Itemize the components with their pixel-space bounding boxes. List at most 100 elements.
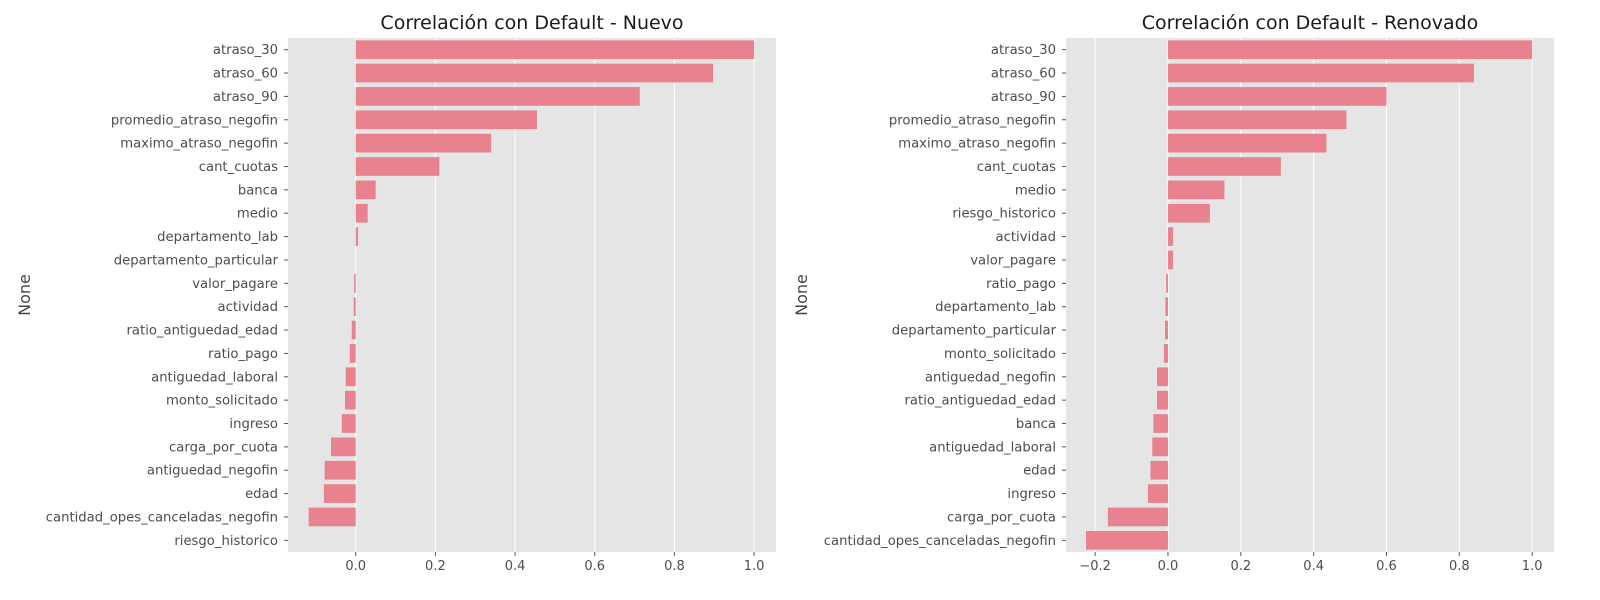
bar-renovado bbox=[1167, 157, 1281, 176]
category-label-renovado: antiguedad_laboral bbox=[929, 440, 1056, 455]
x-tick-label-nuevo: 0.8 bbox=[664, 559, 685, 574]
category-label-renovado: atraso_90 bbox=[991, 90, 1056, 105]
category-label-renovado: promedio_atraso_negofin bbox=[889, 113, 1056, 128]
x-tick-label-nuevo: 0.6 bbox=[584, 559, 605, 574]
category-label-nuevo: monto_solicitado bbox=[166, 394, 278, 409]
chart-title-nuevo: Correlación con Default - Nuevo bbox=[380, 12, 683, 34]
category-label-nuevo: departamento_particular bbox=[114, 253, 279, 268]
x-tick-label-renovado: 0.6 bbox=[1376, 559, 1397, 574]
bar-renovado bbox=[1086, 530, 1168, 550]
category-label-nuevo: antiguedad_laboral bbox=[151, 370, 278, 385]
bar-nuevo bbox=[355, 157, 440, 176]
category-label-renovado: ingreso bbox=[1007, 487, 1056, 502]
bar-nuevo bbox=[349, 344, 356, 363]
category-label-nuevo: cant_cuotas bbox=[199, 160, 278, 175]
bar-nuevo bbox=[353, 297, 356, 317]
bar-nuevo bbox=[355, 203, 368, 223]
chart-renovado: atraso_30 atraso_60 atraso_90 promedio_atra… bbox=[792, 12, 1554, 574]
y-axis-label-renovado: None bbox=[792, 274, 811, 316]
category-label-nuevo: riesgo_historico bbox=[174, 534, 278, 549]
category-label-renovado: riesgo_historico bbox=[952, 207, 1056, 222]
category-label-renovado: edad bbox=[1023, 464, 1056, 479]
category-label-renovado: antiguedad_negofin bbox=[925, 370, 1056, 385]
category-label-nuevo: antiguedad_negofin bbox=[147, 464, 278, 479]
x-tick-label-nuevo: 1.0 bbox=[744, 559, 765, 574]
category-label-nuevo: banca bbox=[238, 183, 278, 198]
category-label-nuevo: maximo_atraso_negofin bbox=[120, 137, 278, 152]
category-label-renovado: cant_cuotas bbox=[977, 160, 1056, 175]
x-tick-label-nuevo: 0.2 bbox=[425, 559, 446, 574]
category-label-nuevo: actividad bbox=[218, 300, 278, 315]
bars-renovado bbox=[1086, 40, 1533, 550]
bar-renovado bbox=[1165, 297, 1168, 317]
category-label-nuevo: departamento_lab bbox=[157, 230, 278, 245]
category-label-nuevo: cantidad_opes_canceladas_negofin bbox=[46, 510, 278, 525]
bar-nuevo bbox=[355, 87, 640, 106]
bar-nuevo bbox=[355, 180, 376, 200]
category-label-renovado: maximo_atraso_negofin bbox=[898, 137, 1056, 152]
category-label-nuevo: ratio_antiguedad_edad bbox=[127, 324, 278, 339]
category-label-renovado: banca bbox=[1016, 417, 1056, 432]
bar-renovado bbox=[1167, 203, 1210, 223]
bar-renovado bbox=[1167, 227, 1174, 246]
chart-title-renovado: Correlación con Default - Renovado bbox=[1142, 12, 1479, 34]
bars-nuevo bbox=[308, 40, 755, 527]
bar-renovado bbox=[1152, 437, 1168, 457]
x-tick-label-nuevo: 0.4 bbox=[505, 559, 526, 574]
category-label-renovado: cantidad_opes_canceladas_negofin bbox=[824, 534, 1056, 549]
bar-nuevo bbox=[355, 63, 714, 83]
category-labels-nuevo: atraso_30 atraso_60 atraso_90 promedio_atra… bbox=[46, 43, 288, 549]
bar-nuevo bbox=[341, 414, 356, 433]
category-label-renovado: atraso_30 bbox=[991, 43, 1056, 58]
x-tick-label-renovado: 1.0 bbox=[1522, 559, 1543, 574]
category-label-renovado: ratio_antiguedad_edad bbox=[905, 394, 1056, 409]
category-label-nuevo: edad bbox=[245, 487, 278, 502]
bar-nuevo bbox=[345, 367, 356, 387]
x-tick-label-renovado: −0.2 bbox=[1079, 559, 1111, 574]
bar-renovado bbox=[1165, 320, 1168, 340]
bar-nuevo bbox=[355, 227, 359, 246]
category-label-renovado: carga_por_cuota bbox=[947, 510, 1056, 525]
bar-renovado bbox=[1153, 414, 1168, 433]
category-label-renovado: medio bbox=[1015, 183, 1056, 198]
bar-renovado bbox=[1167, 63, 1474, 83]
category-label-renovado: atraso_60 bbox=[991, 67, 1056, 82]
bar-nuevo bbox=[351, 320, 356, 340]
bar-nuevo bbox=[355, 133, 492, 153]
category-labels-renovado: atraso_30 atraso_60 atraso_90 promedio_atra… bbox=[824, 43, 1066, 549]
bar-renovado bbox=[1107, 507, 1168, 527]
x-tick-label-renovado: 0.2 bbox=[1230, 559, 1251, 574]
bar-renovado bbox=[1167, 180, 1225, 200]
category-label-renovado: ratio_pago bbox=[986, 277, 1056, 292]
bar-nuevo bbox=[344, 390, 356, 410]
category-label-renovado: monto_solicitado bbox=[944, 347, 1056, 362]
bar-renovado bbox=[1167, 87, 1387, 106]
x-tick-labels-renovado: −0.2 0.0 0.2 0.4 0.6 0.8 1.0 bbox=[1079, 552, 1542, 574]
category-label-nuevo: atraso_60 bbox=[213, 67, 278, 82]
category-label-nuevo: ingreso bbox=[229, 417, 278, 432]
category-label-nuevo: medio bbox=[237, 207, 278, 222]
category-label-nuevo: atraso_30 bbox=[213, 43, 278, 58]
bar-nuevo bbox=[323, 484, 356, 503]
category-label-nuevo: ratio_pago bbox=[208, 347, 278, 362]
x-tick-label-renovado: 0.4 bbox=[1303, 559, 1324, 574]
category-label-nuevo: valor_pagare bbox=[192, 277, 278, 292]
bar-renovado bbox=[1166, 273, 1168, 293]
bar-renovado bbox=[1167, 40, 1533, 60]
chart-nuevo: atraso_30 atraso_60 atraso_90 promedio_atra… bbox=[15, 12, 776, 574]
category-label-nuevo: carga_por_cuota bbox=[169, 440, 278, 455]
x-tick-labels-nuevo: 0.0 0.2 0.4 0.6 0.8 1.0 bbox=[345, 552, 764, 574]
bar-renovado bbox=[1167, 110, 1347, 130]
y-axis-label-nuevo: None bbox=[15, 274, 34, 316]
x-tick-label-renovado: 0.0 bbox=[1158, 559, 1179, 574]
category-label-renovado: departamento_particular bbox=[892, 324, 1057, 339]
category-label-nuevo: atraso_90 bbox=[213, 90, 278, 105]
bar-nuevo bbox=[308, 507, 356, 527]
bar-nuevo bbox=[324, 460, 356, 480]
x-tick-label-nuevo: 0.0 bbox=[345, 559, 366, 574]
bar-renovado bbox=[1150, 460, 1168, 480]
category-label-renovado: valor_pagare bbox=[970, 253, 1056, 268]
bar-nuevo bbox=[355, 40, 755, 60]
bar-renovado bbox=[1157, 390, 1168, 410]
